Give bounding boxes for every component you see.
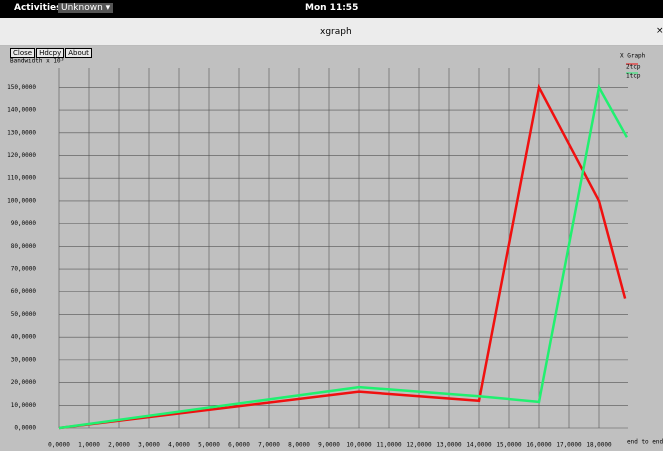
x-tick-label: 12,0000 (406, 442, 432, 449)
legend-label: 2tcp (626, 64, 641, 71)
y-tick-label: 40,0000 (11, 334, 37, 341)
y-tick-label: 70,0000 (11, 266, 37, 273)
x-tick-label: 3,0000 (138, 442, 160, 449)
y-tick-label: 0,0000 (14, 425, 36, 432)
x-axis-label: end to end r (627, 439, 663, 446)
top-bar: Activities Unknown ▾ Mon 11:55 (0, 0, 663, 18)
y-tick-label: 120,0000 (7, 152, 36, 159)
y-tick-label: 50,0000 (11, 311, 37, 318)
x-tick-label: 18,0000 (586, 442, 612, 449)
y-tick-label: 80,0000 (11, 243, 37, 250)
graph-title: X Graph (620, 53, 646, 60)
x-tick-label: 6,0000 (228, 442, 250, 449)
y-tick-label: 60,0000 (11, 288, 37, 295)
legend-label: 1tcp (626, 73, 641, 80)
x-tick-label: 5,0000 (198, 442, 220, 449)
window-title: xgraph (320, 27, 352, 37)
x-tick-label: 4,0000 (168, 442, 190, 449)
title-bar: xgraph × (0, 18, 663, 46)
y-tick-label: 100,0000 (7, 197, 36, 204)
x-tick-label: 2,0000 (108, 442, 130, 449)
x-tick-label: 9,0000 (318, 442, 340, 449)
button[interactable]: Close (10, 48, 36, 58)
button-row: Close Hdcpy About (10, 48, 92, 58)
app-menu[interactable]: Unknown ▾ (58, 3, 114, 13)
x-tick-label: 11,0000 (376, 442, 402, 449)
activities[interactable]: Activities (14, 3, 62, 13)
x-tick-label: 0,0000 (48, 442, 70, 449)
x-tick-label: 1,0000 (78, 442, 100, 449)
y-tick-label: 130,0000 (7, 129, 36, 136)
x-tick-label: 17,0000 (556, 442, 582, 449)
clock[interactable]: Mon 11:55 (305, 3, 359, 13)
y-tick-label: 150,0000 (7, 84, 36, 91)
x-tick-label: 7,0000 (258, 442, 280, 449)
y-tick-label: 10,0000 (11, 402, 37, 409)
y-tick-label: 30,0000 (11, 356, 37, 363)
x-tick-label: 15,0000 (496, 442, 522, 449)
button[interactable]: Hdcpy (36, 48, 65, 58)
y-tick-label: 20,0000 (11, 379, 37, 386)
x-tick-label: 8,0000 (288, 442, 310, 449)
x-tick-label: 10,0000 (346, 442, 372, 449)
series-line (58, 83, 628, 430)
plot: X Graph Bandwidth x 10³ end to end r 0,0000… (7, 53, 663, 449)
close-icon[interactable]: × (656, 26, 663, 36)
y-tick-label: 110,0000 (7, 175, 36, 182)
x-tick-label: 14,0000 (466, 442, 492, 449)
y-axis-label: Bandwidth x 10³ (10, 58, 64, 65)
x-tick-label: 16,0000 (526, 442, 552, 449)
y-tick-label: 90,0000 (11, 220, 37, 227)
x-tick-label: 13,0000 (436, 442, 462, 449)
y-tick-label: 140,0000 (7, 107, 36, 114)
series-line (58, 83, 627, 430)
button[interactable]: About (65, 48, 92, 58)
